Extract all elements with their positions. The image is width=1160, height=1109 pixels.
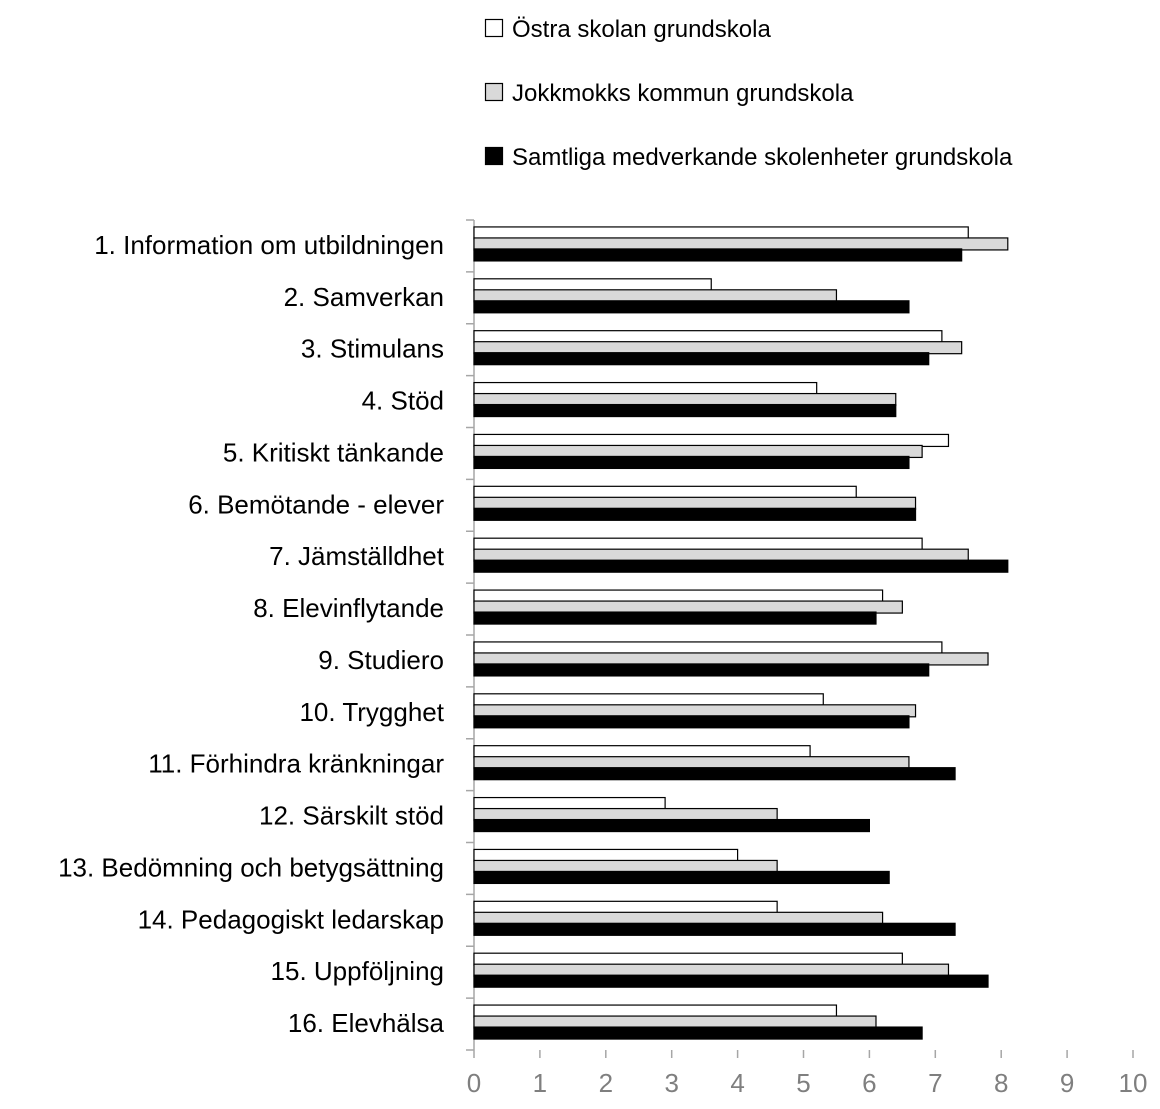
bar-series-1	[473, 330, 943, 344]
bar-series-1	[473, 693, 824, 707]
bar-series-2	[473, 911, 884, 925]
bar-series-1	[473, 848, 739, 863]
bar-series-2	[473, 289, 838, 303]
bar-series-2	[473, 756, 910, 770]
category-label: 7. Jämställdhet	[269, 541, 445, 571]
bar-series-2	[473, 859, 778, 874]
category-label: 8. Elevinflytande	[253, 593, 444, 623]
category-label: 5. Kritiskt tänkande	[223, 437, 444, 467]
bar-series-2	[473, 548, 969, 562]
bar-series-3	[473, 559, 1009, 573]
bar-series-2	[473, 704, 917, 718]
x-tick-label: 5	[796, 1068, 810, 1098]
x-tick-label: 10	[1119, 1068, 1148, 1098]
bar-series-1	[473, 900, 778, 914]
bar-series-1	[473, 1004, 838, 1018]
bar-series-2	[473, 496, 917, 510]
bar-series-2	[473, 237, 1009, 251]
category-label: 10. Trygghet	[299, 697, 444, 727]
category-label: 15. Uppföljning	[271, 956, 444, 986]
bar-series-2	[473, 1015, 877, 1029]
bar-series-1	[473, 433, 950, 448]
bar-series-2	[473, 341, 963, 355]
bar-series-3	[473, 507, 917, 521]
legend-label-3: Samtliga medverkande skolenheter grundsk…	[512, 144, 1013, 171]
category-label: 4. Stöd	[362, 386, 444, 416]
bar-series-2	[473, 392, 897, 407]
legend-swatch-3	[484, 146, 504, 166]
category-label: 11. Förhindra kränkningar	[148, 749, 444, 779]
bar-series-3	[473, 248, 963, 262]
bar-series-3	[473, 818, 870, 833]
bar-series-3	[473, 611, 877, 625]
x-tick-label: 0	[467, 1068, 481, 1098]
category-label: 6. Bemötande - elever	[188, 489, 444, 519]
legend-swatch-2	[484, 82, 504, 102]
bar-series-3	[473, 300, 910, 314]
bar-series-1	[473, 589, 884, 603]
category-label: 13. Bedömning och betygsättning	[58, 852, 444, 882]
bar-series-3	[473, 974, 989, 988]
category-label: 1. Information om utbildningen	[94, 230, 444, 260]
bar-series-3	[473, 663, 930, 677]
bar-series-1	[473, 485, 857, 499]
bar-series-1	[473, 226, 969, 240]
bar-series-3	[473, 403, 897, 418]
x-tick-label: 4	[730, 1068, 744, 1098]
bar-series-1	[473, 796, 666, 811]
legend-label-1: Östra skolan grundskola	[512, 16, 771, 43]
bar-series-3	[473, 922, 956, 936]
bar-series-3	[473, 715, 910, 729]
category-label: 14. Pedagogiskt ledarskap	[138, 904, 444, 934]
bar-series-3	[473, 1026, 923, 1040]
category-label: 12. Särskilt stöd	[259, 801, 444, 831]
x-tick-label: 9	[1060, 1068, 1074, 1098]
category-label: 3. Stimulans	[301, 334, 444, 364]
legend: Östra skolan grundskola Jokkmokks kommun …	[484, 16, 1013, 171]
x-tick-label: 6	[862, 1068, 876, 1098]
bar-series-3	[473, 455, 910, 470]
bar-series-1	[473, 278, 712, 292]
bar-series-1	[473, 381, 818, 396]
bar-series-1	[473, 745, 811, 759]
x-tick-label: 8	[994, 1068, 1008, 1098]
bars	[473, 226, 1009, 1040]
bar-series-2	[473, 807, 778, 822]
category-label: 2. Samverkan	[284, 282, 444, 312]
legend-swatch-1	[484, 18, 504, 38]
category-label: 9. Studiero	[318, 645, 444, 675]
bar-series-1	[473, 952, 903, 966]
bar-series-2	[473, 444, 923, 459]
bar-series-1	[473, 537, 923, 551]
x-tick-label: 1	[533, 1068, 547, 1098]
bar-series-3	[473, 767, 956, 781]
bar-series-2	[473, 600, 903, 614]
bar-series-2	[473, 963, 950, 977]
labels: 0 1 2 3 4 5 6 7 8 9 10 1. Information om utbildning…	[58, 230, 1147, 1098]
x-tick-label: 3	[664, 1068, 678, 1098]
x-tick-label: 2	[599, 1068, 613, 1098]
bar-series-3	[473, 352, 930, 366]
bar-series-1	[473, 641, 943, 655]
x-tick-label: 7	[928, 1068, 942, 1098]
category-label: 16. Elevhälsa	[288, 1008, 445, 1038]
bar-series-3	[473, 870, 890, 885]
legend-label-2: Jokkmokks kommun grundskola	[512, 80, 854, 107]
bar-series-2	[473, 652, 989, 666]
